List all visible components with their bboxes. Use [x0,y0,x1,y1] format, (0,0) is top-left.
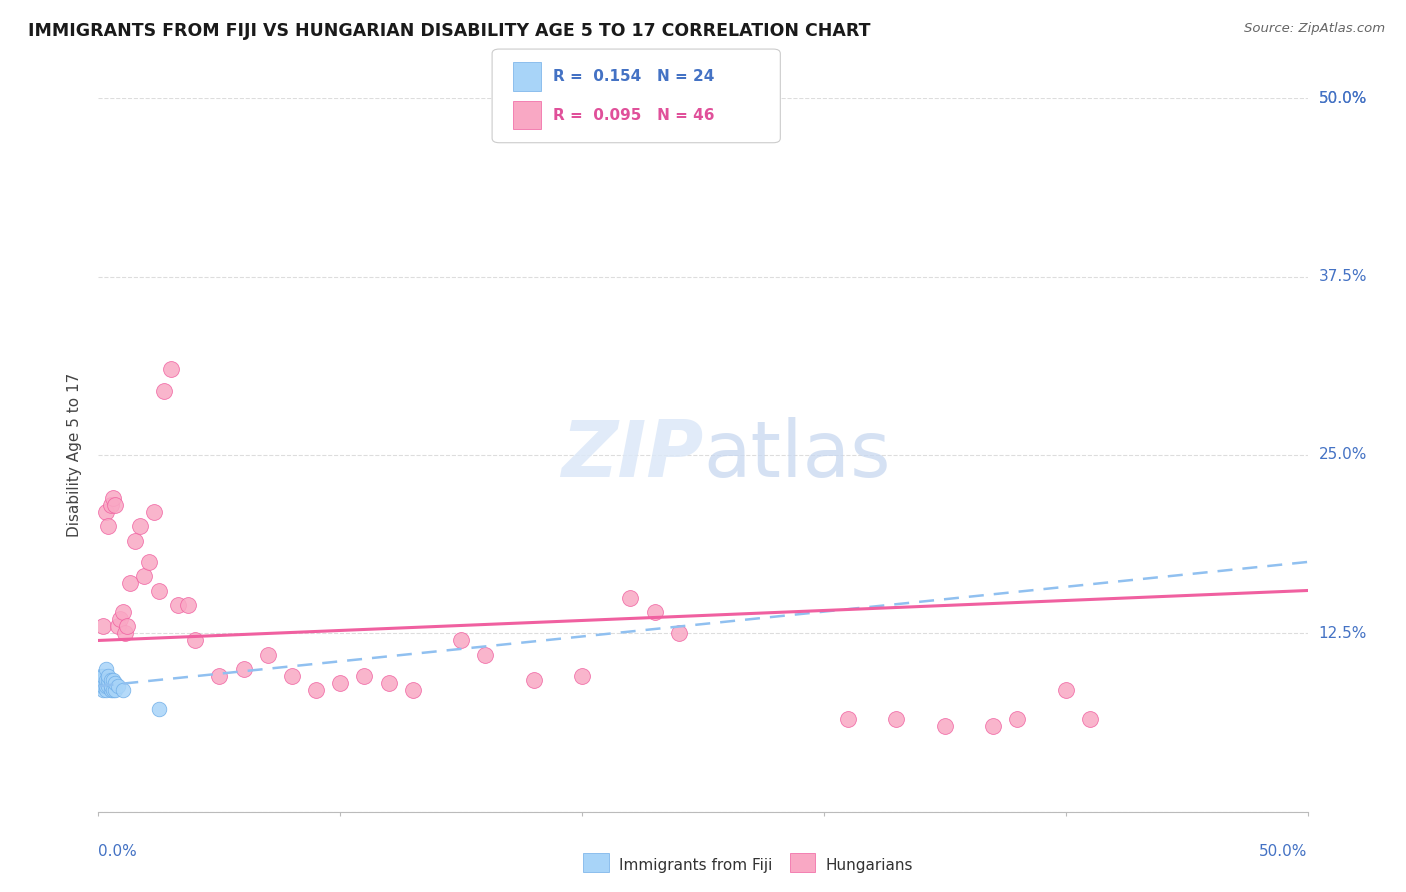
Point [128,519,150,533]
Point [571,669,593,683]
Point [837,712,859,726]
Point [668,626,690,640]
Point [184,633,207,648]
Point [523,673,546,688]
Point [111,683,134,698]
Point [981,719,1004,733]
Point [281,669,304,683]
Text: Hungarians: Hungarians [825,858,912,872]
Point [111,605,134,619]
Point [97,679,120,693]
Point [329,676,352,690]
Point [402,683,425,698]
Point [934,719,956,733]
Point [91,669,114,683]
Point [100,679,122,693]
Point [97,669,120,683]
Point [619,591,641,605]
Point [104,498,127,512]
Point [377,676,399,690]
Point [1078,712,1101,726]
Text: ZIP: ZIP [561,417,703,493]
Point [208,669,231,683]
Text: 50.0%: 50.0% [1319,91,1367,105]
Point [256,648,278,662]
Text: 50.0%: 50.0% [1319,91,1367,105]
Point [90,673,112,688]
Point [353,669,375,683]
Point [1007,712,1029,726]
Text: 0.0%: 0.0% [98,845,138,859]
Point [177,598,200,612]
Point [91,683,114,698]
Point [117,619,139,633]
Point [94,679,117,693]
Point [1054,683,1077,698]
Point [107,679,129,693]
Point [104,676,127,690]
Point [167,598,190,612]
Point [160,362,183,376]
Point [143,505,166,519]
Text: 37.5%: 37.5% [1319,269,1367,284]
Point [100,673,122,688]
Point [94,505,117,519]
Point [101,683,124,698]
Text: R =  0.154   N = 24: R = 0.154 N = 24 [553,70,714,84]
Point [90,679,112,693]
Point [134,569,156,583]
Text: 12.5%: 12.5% [1319,626,1367,640]
Point [886,712,908,726]
Point [101,491,124,505]
Point [104,683,127,698]
Point [148,702,170,716]
Point [152,384,174,398]
Point [97,673,120,688]
Text: Immigrants from Fiji: Immigrants from Fiji [619,858,772,872]
Point [474,648,496,662]
Y-axis label: Disability Age 5 to 17: Disability Age 5 to 17 [67,373,83,537]
Point [100,683,122,698]
Point [108,612,131,626]
Point [91,619,114,633]
Text: 25.0%: 25.0% [1319,448,1367,462]
Text: R =  0.095   N = 46: R = 0.095 N = 46 [553,108,714,122]
Point [232,662,254,676]
Point [94,673,117,688]
Point [114,626,136,640]
Point [124,533,146,548]
Point [450,633,472,648]
Text: IMMIGRANTS FROM FIJI VS HUNGARIAN DISABILITY AGE 5 TO 17 CORRELATION CHART: IMMIGRANTS FROM FIJI VS HUNGARIAN DISABI… [28,22,870,40]
Point [118,576,141,591]
Point [138,555,160,569]
Point [97,519,120,533]
Point [91,679,114,693]
Text: atlas: atlas [703,417,890,493]
Point [101,673,124,688]
Text: 50.0%: 50.0% [1260,845,1308,859]
Point [91,673,114,688]
Point [148,583,170,598]
Point [94,683,117,698]
Point [644,605,666,619]
Point [100,498,122,512]
Point [107,619,129,633]
Point [94,662,117,676]
Text: Source: ZipAtlas.com: Source: ZipAtlas.com [1244,22,1385,36]
Point [305,683,328,698]
Point [90,669,112,683]
